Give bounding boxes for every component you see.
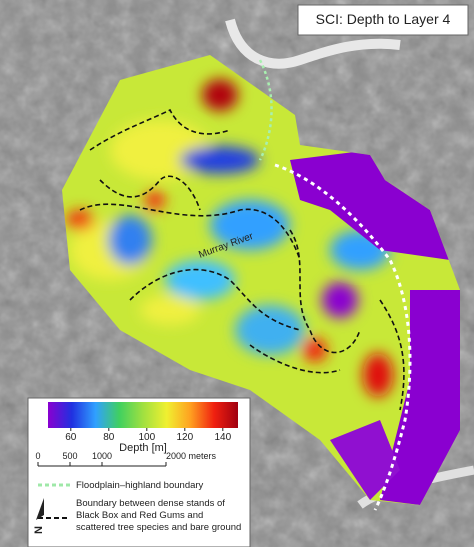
purple-zone-upper <box>290 150 450 260</box>
scale-tick-label: 2000 meters <box>166 451 217 461</box>
purple-zone-bottom <box>330 420 400 500</box>
floodplain-legend-text: Floodplain–highland boundary <box>76 480 204 491</box>
north-arrow <box>36 498 44 520</box>
title-box <box>297 4 469 36</box>
colorbar-tick-label: 100 <box>138 432 155 443</box>
purple-zone-lower <box>380 290 460 505</box>
map-title: SCI: Depth to Layer 4 <box>316 11 451 27</box>
river-upstream <box>225 18 401 69</box>
raster-blobs <box>66 79 393 397</box>
colorbar-label: Depth [m] <box>119 442 167 454</box>
boundary-legend-text: Boundary between dense stands of <box>76 498 225 509</box>
colorbar-tick-label: 80 <box>103 432 115 443</box>
colorbar <box>48 402 238 428</box>
colorbar-tick-label: 140 <box>214 432 231 443</box>
floodplain-boundary-north <box>258 59 273 161</box>
colorbar-tick-label: 120 <box>176 432 193 443</box>
boundary-legend-text: scattered tree species and bare ground <box>76 522 241 533</box>
boundary-legend-text: Black Box and Red Gums and <box>76 510 203 521</box>
scale-tick-label: 0 <box>35 451 40 461</box>
vegetation-boundaries <box>79 108 405 411</box>
scale-tick-label: 500 <box>62 451 77 461</box>
colorbar-tick-label: 60 <box>65 432 77 443</box>
north-label: N <box>33 526 45 534</box>
scale-tick-label: 1000 <box>92 451 112 461</box>
